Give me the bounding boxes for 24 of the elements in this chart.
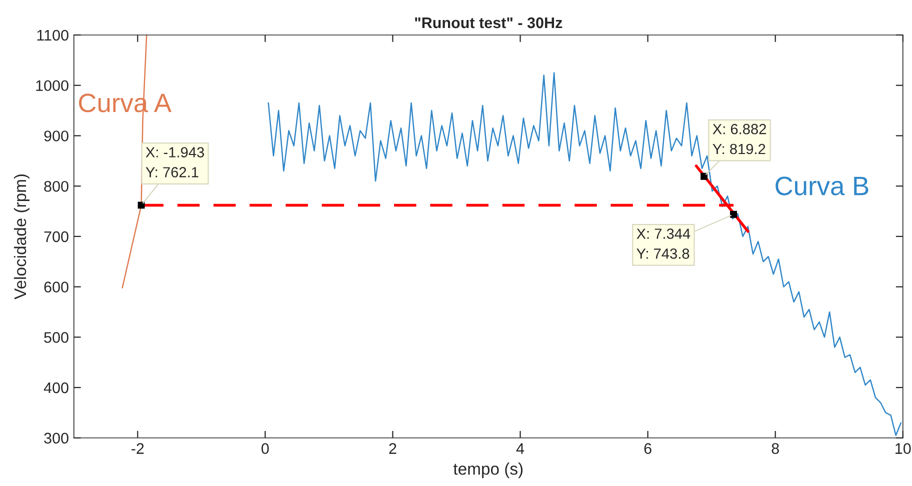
annotation: X: 7.344 Y: 743.8 — [636, 228, 690, 259]
y-tick-label: 400 — [44, 382, 68, 394]
y-tick-label: 1100 — [37, 30, 68, 41]
y-tick-label: 800 — [44, 180, 68, 192]
x-axis-title: tempo (s) — [453, 462, 523, 478]
x-tick-label: 2 — [389, 443, 396, 454]
line-series — [268, 72, 902, 436]
y-tick-label: 700 — [44, 231, 68, 242]
y-tick-label: 300 — [44, 432, 68, 444]
chart-title: "Runout test" - 30Hz — [415, 17, 562, 28]
y-tick-label: 600 — [44, 282, 68, 292]
y-tick-label: 900 — [44, 130, 68, 142]
series-label: Curva B — [776, 176, 868, 196]
x-tick-label: 4 — [516, 443, 524, 454]
y-tick-label: 500 — [44, 332, 68, 343]
x-tick-label: 6 — [644, 443, 652, 454]
y-axis-title: Velocidade (rpm) — [14, 174, 30, 300]
y-tick-label: 1000 — [36, 80, 68, 92]
annotation: X: 6.882 Y: 819.2 — [712, 124, 766, 154]
x-tick-label: -2 — [132, 443, 144, 454]
x-tick-label: 10 — [896, 443, 911, 454]
x-tick-label: 8 — [772, 443, 779, 454]
annotation: X: -1.943 Y: 762.1 — [146, 147, 204, 178]
x-tick-label: 0 — [262, 443, 269, 454]
